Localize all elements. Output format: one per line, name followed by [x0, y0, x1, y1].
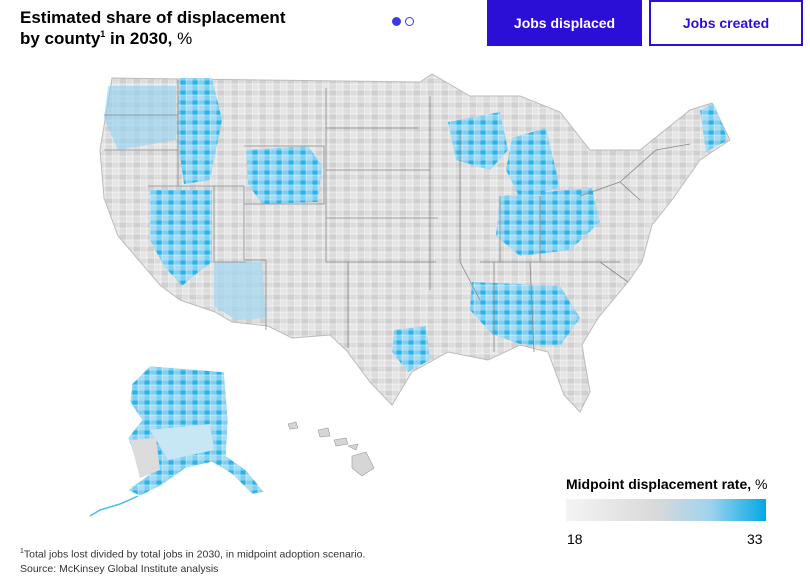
maine-cluster [700, 104, 728, 152]
title-line-1: Estimated share of displacement [20, 8, 286, 27]
pager-dot-1[interactable] [392, 17, 401, 26]
footnote: 1Total jobs lost divided by total jobs i… [20, 545, 365, 576]
ohio-valley-cluster [496, 188, 600, 256]
legend-unit: % [751, 476, 768, 492]
texas-east-cluster [392, 326, 430, 372]
legend-title-text: Midpoint displacement rate, [566, 476, 752, 492]
michigan-cluster [506, 128, 560, 198]
title-unit: % [172, 29, 193, 48]
title-line-2: by county [20, 29, 101, 48]
washington-cluster [104, 86, 176, 150]
northern-rockies-cluster [176, 78, 222, 184]
legend-color-scale [566, 499, 766, 521]
wyoming-cluster [246, 146, 322, 204]
great-lakes-cluster [448, 112, 508, 170]
legend-max-label: 33 [747, 531, 763, 547]
pager-dot-2[interactable] [405, 17, 414, 26]
legend-min-label: 18 [567, 531, 583, 547]
jobs-displaced-button[interactable]: Jobs displaced [487, 0, 642, 46]
footnote-text: Total jobs lost divided by total jobs in… [23, 548, 366, 561]
southeast-cluster [470, 282, 580, 346]
alaska-southwest [130, 438, 160, 478]
hawaii-islands [287, 421, 375, 477]
carousel-pager [392, 17, 414, 26]
chart-title: Estimated share of displacement by count… [20, 7, 320, 49]
title-footnote-marker: 1 [100, 29, 106, 39]
arizona-cluster [214, 262, 266, 320]
aleutian-islands [89, 495, 139, 517]
state-boundaries [104, 80, 691, 353]
source-text: Source: McKinsey Global Institute analys… [20, 562, 219, 575]
title-year: in 2030, [105, 29, 173, 48]
jobs-created-button[interactable]: Jobs created [649, 0, 803, 46]
alaska-interior [150, 424, 214, 460]
great-basin-cluster [150, 190, 212, 286]
footnote-marker: 1 [20, 548, 24, 555]
legend-title: Midpoint displacement rate, % [566, 476, 767, 492]
us-county-map [89, 73, 731, 517]
